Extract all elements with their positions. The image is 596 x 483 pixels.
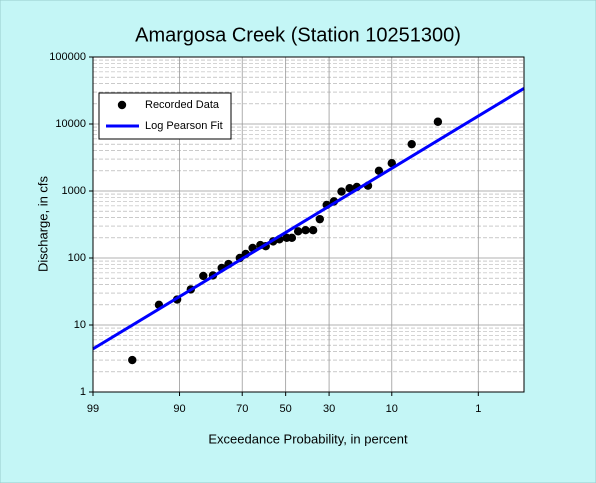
y-tick-label: 100 bbox=[68, 252, 86, 264]
x-tick-label: 50 bbox=[280, 403, 292, 415]
marks bbox=[92, 87, 525, 365]
y-tick-label: 10 bbox=[74, 319, 86, 331]
legend-label: Recorded Data bbox=[145, 99, 220, 111]
plot-frame bbox=[92, 56, 525, 393]
data-point bbox=[301, 225, 310, 235]
legend-label: Log Pearson Fit bbox=[145, 120, 223, 132]
data-point bbox=[308, 225, 318, 235]
legend-box bbox=[98, 92, 232, 140]
y-tick-label: 10000 bbox=[55, 118, 86, 130]
legend: Recorded Data Log Pearson Fit bbox=[98, 92, 232, 140]
chart-title: Amargosa Creek (Station 10251300) bbox=[135, 24, 461, 46]
data-point bbox=[345, 184, 354, 193]
x-tick-label: 90 bbox=[173, 403, 185, 415]
y-axis-label: Discharge, in cfs bbox=[35, 175, 50, 272]
data-point bbox=[433, 117, 443, 126]
legend-marker bbox=[117, 100, 127, 110]
x-tick-label: 1 bbox=[475, 403, 481, 415]
data-point bbox=[407, 139, 416, 149]
x-tick-label: 99 bbox=[87, 403, 99, 415]
y-tick-label: 100000 bbox=[49, 51, 86, 63]
x-tick-label: 10 bbox=[386, 403, 398, 415]
data-point bbox=[199, 271, 208, 281]
y-tick-label: 1 bbox=[80, 386, 86, 398]
x-tick-label: 30 bbox=[323, 403, 335, 415]
y-tick-label: 1000 bbox=[62, 185, 86, 197]
x-axis-label: Exceedance Probability, in percent bbox=[208, 431, 408, 446]
fit-line bbox=[92, 87, 525, 351]
data-point bbox=[128, 355, 137, 365]
data-point bbox=[287, 233, 297, 243]
data-point bbox=[315, 214, 325, 224]
x-tick-label: 70 bbox=[236, 403, 248, 415]
data-point bbox=[293, 227, 303, 236]
grid bbox=[89, 56, 524, 396]
data-point bbox=[337, 187, 346, 196]
data-point bbox=[374, 166, 384, 176]
